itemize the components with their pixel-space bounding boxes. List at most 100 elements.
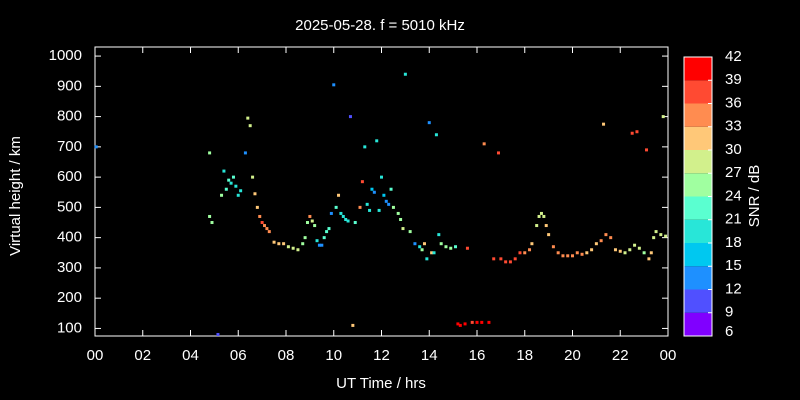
colorbar-band xyxy=(684,126,712,150)
colorbar-band xyxy=(684,219,712,243)
colorbar-tick-label: 39 xyxy=(725,71,742,88)
data-point xyxy=(571,254,574,258)
data-point xyxy=(334,205,338,209)
data-point xyxy=(470,320,474,324)
data-point xyxy=(444,245,448,249)
data-point xyxy=(561,254,565,258)
data-point xyxy=(623,251,627,255)
data-point xyxy=(337,193,341,197)
data-point xyxy=(243,151,247,155)
data-point xyxy=(427,121,431,125)
data-point xyxy=(475,320,479,324)
data-point xyxy=(384,199,388,203)
colorbar-tick-label: 6 xyxy=(725,323,733,340)
data-point xyxy=(434,133,438,137)
colorbar-band xyxy=(684,289,712,313)
data-point xyxy=(482,142,486,146)
data-point xyxy=(358,205,362,209)
data-point xyxy=(224,187,228,191)
data-point xyxy=(463,322,467,326)
data-point xyxy=(222,169,226,173)
data-point xyxy=(403,72,407,76)
data-point xyxy=(654,230,658,234)
data-point xyxy=(664,234,668,238)
data-point xyxy=(327,227,331,231)
colorbar-band xyxy=(684,57,712,81)
data-point xyxy=(439,242,443,246)
data-point xyxy=(208,214,212,218)
data-point xyxy=(566,254,570,258)
data-point xyxy=(530,242,534,246)
x-tick-label: 08 xyxy=(278,347,295,364)
data-point xyxy=(301,242,305,246)
data-point xyxy=(234,184,238,188)
colorbar-band xyxy=(684,196,712,220)
colorbar-band xyxy=(684,173,712,197)
colorbar-tick-label: 9 xyxy=(725,304,733,321)
colorbar-tick-label: 21 xyxy=(725,211,742,228)
data-point xyxy=(659,233,663,237)
data-point xyxy=(246,116,250,120)
data-point xyxy=(575,251,579,255)
x-tick-label: 20 xyxy=(564,347,581,364)
data-point xyxy=(320,243,324,247)
y-tick-label: 800 xyxy=(57,108,82,125)
data-point xyxy=(258,214,262,218)
data-point xyxy=(282,242,286,246)
data-point xyxy=(518,251,522,255)
data-point xyxy=(401,227,405,231)
data-point xyxy=(480,320,484,324)
data-point xyxy=(513,257,517,261)
data-point xyxy=(630,131,634,135)
data-point xyxy=(344,217,348,221)
colorbar-tick-label: 24 xyxy=(725,187,742,204)
data-point xyxy=(547,233,551,237)
data-point xyxy=(399,217,403,221)
data-point xyxy=(389,187,393,191)
data-point xyxy=(642,251,646,255)
data-point xyxy=(229,181,233,185)
data-point xyxy=(353,221,357,225)
y-tick-label: 100 xyxy=(57,319,82,336)
data-point xyxy=(508,260,512,264)
y-tick-label: 500 xyxy=(57,198,82,215)
data-point xyxy=(380,175,383,179)
y-tick-label: 1000 xyxy=(49,47,82,64)
data-point xyxy=(391,205,395,209)
data-point xyxy=(210,221,214,225)
x-tick-label: 02 xyxy=(134,347,151,364)
data-point xyxy=(365,202,369,206)
data-point xyxy=(253,192,257,196)
data-point xyxy=(377,208,381,212)
y-axis-label: Virtual height / km xyxy=(7,136,24,256)
data-point xyxy=(220,193,224,197)
colorbar-band xyxy=(684,243,712,267)
colorbar-band xyxy=(684,150,712,174)
y-tick-label: 600 xyxy=(57,168,82,185)
x-tick-label: 18 xyxy=(516,347,533,364)
data-point xyxy=(528,248,532,252)
data-point xyxy=(425,257,429,261)
data-point xyxy=(618,249,622,253)
data-point xyxy=(499,257,503,261)
data-point xyxy=(535,224,539,228)
data-point xyxy=(227,178,231,182)
chart-title: 2025-05-28. f = 5010 kHz xyxy=(295,17,465,34)
data-point xyxy=(260,221,264,225)
data-point xyxy=(239,189,243,193)
data-point xyxy=(408,230,412,234)
data-point xyxy=(351,323,355,327)
data-point xyxy=(231,175,235,179)
data-point xyxy=(437,233,441,237)
data-point xyxy=(413,242,417,246)
x-tick-label: 16 xyxy=(469,347,486,364)
data-point xyxy=(652,236,656,240)
data-point xyxy=(305,221,309,225)
colorbar-tick-label: 18 xyxy=(725,234,742,251)
colorbar-tick-label: 27 xyxy=(725,164,742,181)
data-point xyxy=(265,227,269,231)
data-point xyxy=(94,145,98,149)
data-point xyxy=(496,151,500,155)
